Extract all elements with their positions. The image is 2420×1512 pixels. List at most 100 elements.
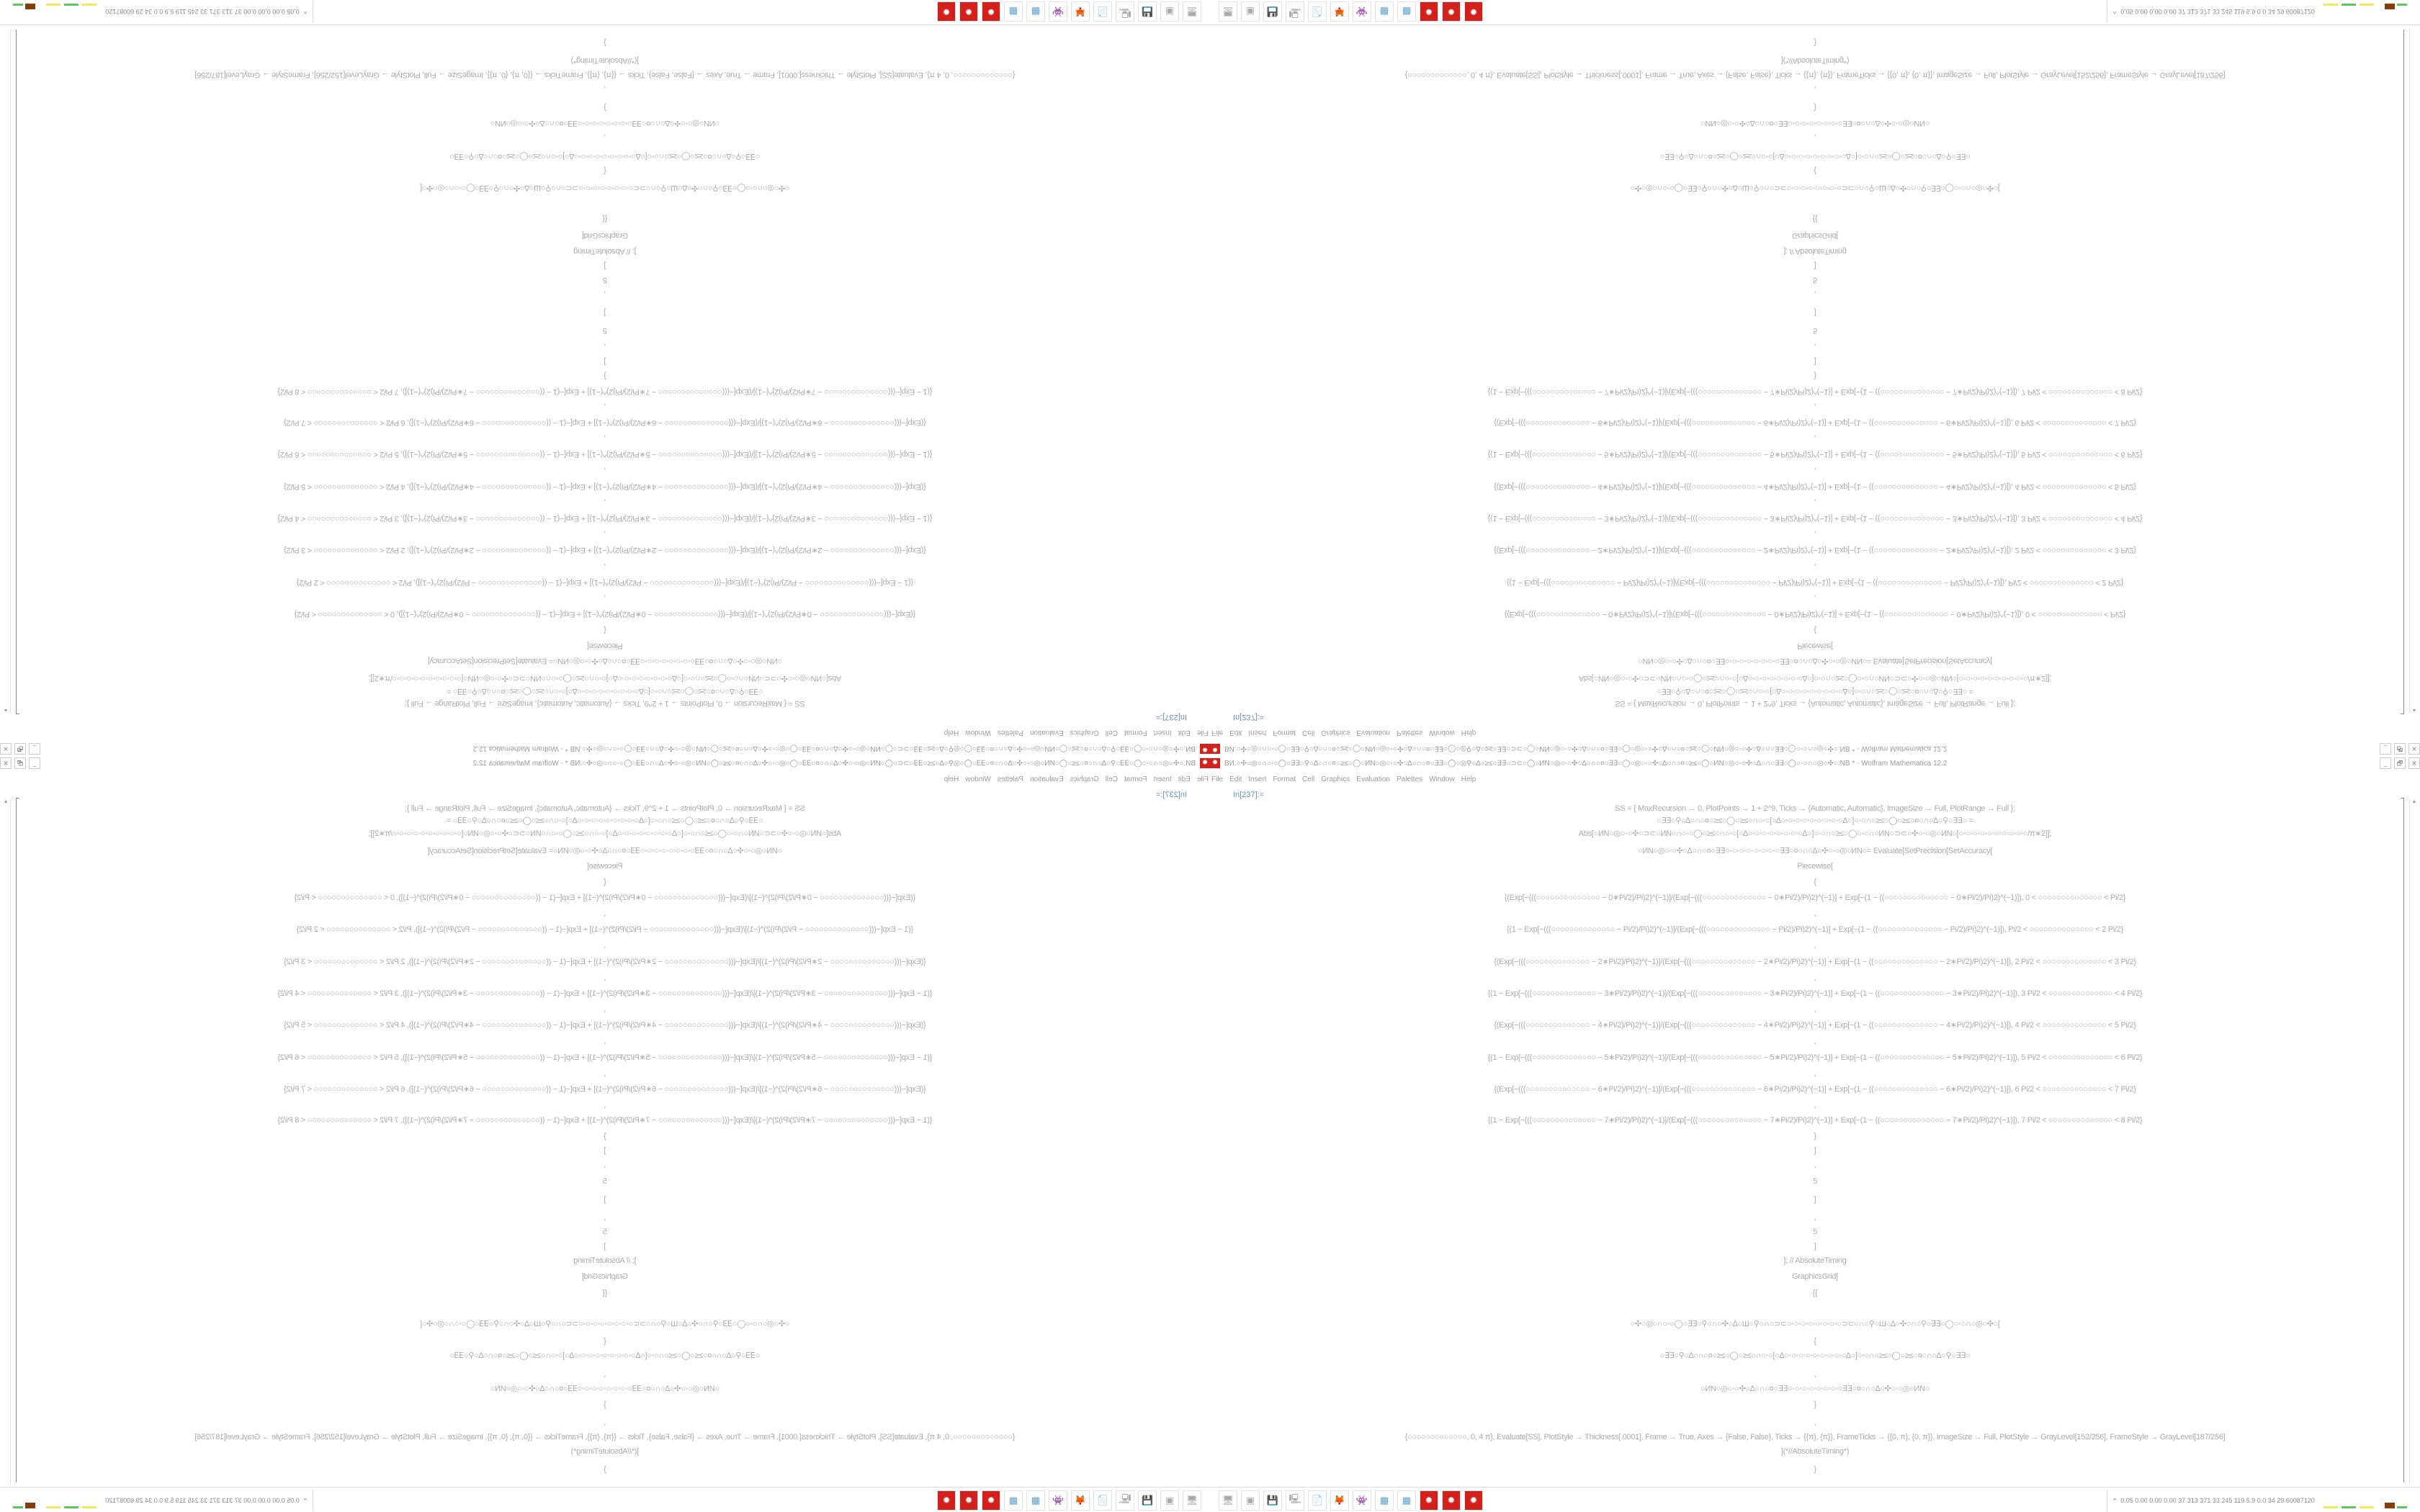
taskbar-mathematica-icon[interactable]: ✹ — [1420, 1490, 1438, 1511]
menu-window[interactable]: Window — [1429, 775, 1455, 783]
menu-insert[interactable]: Insert — [1248, 775, 1267, 783]
taskbar-notepad-icon[interactable]: 📄 — [1093, 1490, 1112, 1511]
menu-insert[interactable]: Insert — [1153, 729, 1172, 737]
menu-format[interactable]: Format — [1124, 729, 1147, 737]
taskbar-calculator-icon[interactable]: ▦ — [1375, 1490, 1394, 1511]
menu-palettes[interactable]: Palettes — [1397, 729, 1423, 737]
close-button[interactable]: ✕ — [0, 743, 12, 755]
taskbar-purple-app-icon[interactable]: 👾 — [1353, 1490, 1371, 1511]
menu-evaluation[interactable]: Evaluation — [1030, 729, 1064, 737]
menu-insert[interactable]: Insert — [1248, 729, 1267, 737]
taskbar-purple-app-icon[interactable]: 👾 — [1353, 1, 1371, 22]
taskbar-calculator-icon[interactable]: ▦ — [1004, 1, 1023, 22]
taskbar-floppy-disk-icon[interactable]: 💾 — [1263, 1, 1282, 22]
taskbar-notepad-icon[interactable]: 📄 — [1308, 1490, 1327, 1511]
taskbar-firefox-icon[interactable]: 🦊 — [1330, 1490, 1349, 1511]
taskbar-network-monitor-icon[interactable]: 🖥 — [1183, 1490, 1201, 1511]
menu-file[interactable]: File — [1196, 729, 1209, 737]
taskbar-calculator-icon[interactable]: ▦ — [1026, 1, 1045, 22]
taskbar-notepad-icon[interactable]: 📄 — [1093, 1, 1112, 22]
vertical-scrollbar[interactable]: ▲ — [2409, 29, 2419, 713]
taskbar-network-monitor-icon[interactable]: 🖥 — [1183, 1, 1201, 22]
menu-format[interactable]: Format — [1124, 775, 1147, 783]
taskbar-firefox-icon[interactable]: 🦊 — [1330, 1, 1349, 22]
menu-help[interactable]: Help — [944, 775, 959, 783]
taskbar-terminal-icon[interactable]: ▣ — [1241, 1, 1260, 22]
taskbar-notepad-icon[interactable]: 📄 — [1308, 1, 1327, 22]
chevron-up-icon[interactable]: ^ — [2113, 1497, 2117, 1504]
taskbar-mathematica-icon[interactable]: ✹ — [1464, 1, 1483, 22]
taskbar-mathematica-icon[interactable]: ✹ — [982, 1, 1000, 22]
scroll-up-icon[interactable]: ▲ — [3, 708, 9, 713]
menu-format[interactable]: Format — [1273, 729, 1296, 737]
taskbar-remote-desktop-icon[interactable]: 🖳 — [1286, 1490, 1304, 1511]
menu-window[interactable]: Window — [965, 729, 991, 737]
menu-help[interactable]: Help — [1461, 775, 1476, 783]
restore-button[interactable]: 🗗 — [14, 743, 26, 755]
taskbar-mathematica-icon[interactable]: ✹ — [1464, 1490, 1483, 1511]
menu-cell[interactable]: Cell — [1105, 775, 1118, 783]
minimize-button[interactable]: _ — [29, 757, 40, 769]
menu-graphics[interactable]: Graphics — [1070, 729, 1099, 737]
minimize-button[interactable]: _ — [29, 743, 40, 755]
close-button[interactable]: ✕ — [0, 757, 12, 769]
menu-palettes[interactable]: Palettes — [997, 729, 1023, 737]
menu-graphics[interactable]: Graphics — [1321, 729, 1350, 737]
menu-edit[interactable]: Edit — [1229, 729, 1242, 737]
vertical-scrollbar[interactable]: ▲ — [1, 29, 11, 713]
taskbar-floppy-disk-icon[interactable]: 💾 — [1138, 1490, 1157, 1511]
menu-help[interactable]: Help — [1461, 729, 1476, 737]
taskbar-network-monitor-icon[interactable]: 🖥 — [1219, 1, 1237, 22]
menu-evaluation[interactable]: Evaluation — [1356, 729, 1390, 737]
taskbar-mathematica-icon[interactable]: ✹ — [1442, 1, 1461, 22]
taskbar-mathematica-icon[interactable]: ✹ — [959, 1490, 978, 1511]
taskbar-floppy-disk-icon[interactable]: 💾 — [1138, 1, 1157, 22]
taskbar-mathematica-icon[interactable]: ✹ — [1442, 1490, 1461, 1511]
taskbar-calculator-icon[interactable]: ▦ — [1397, 1490, 1416, 1511]
menu-cell[interactable]: Cell — [1105, 729, 1118, 737]
taskbar-remote-desktop-icon[interactable]: 🖳 — [1116, 1490, 1134, 1511]
menu-palettes[interactable]: Palettes — [997, 775, 1023, 783]
taskbar-remote-desktop-icon[interactable]: 🖳 — [1116, 1, 1134, 22]
cell-bracket[interactable] — [16, 798, 19, 1482]
menu-cell[interactable]: Cell — [1302, 775, 1315, 783]
close-button[interactable]: ✕ — [2408, 743, 2420, 755]
menu-edit[interactable]: Edit — [1178, 775, 1191, 783]
vertical-scrollbar[interactable]: ▲ — [1, 799, 11, 1483]
taskbar-mathematica-icon[interactable]: ✹ — [937, 1, 956, 22]
menu-evaluation[interactable]: Evaluation — [1356, 775, 1390, 783]
menu-file[interactable]: File — [1196, 775, 1209, 783]
menu-window[interactable]: Window — [1429, 729, 1455, 737]
taskbar-mathematica-icon[interactable]: ✹ — [1420, 1, 1438, 22]
taskbar-mathematica-icon[interactable]: ✹ — [982, 1490, 1000, 1511]
taskbar-firefox-icon[interactable]: 🦊 — [1071, 1, 1090, 22]
taskbar-terminal-icon[interactable]: ▣ — [1241, 1490, 1260, 1511]
taskbar-calculator-icon[interactable]: ▦ — [1004, 1490, 1023, 1511]
taskbar-firefox-icon[interactable]: 🦊 — [1071, 1490, 1090, 1511]
menu-file[interactable]: File — [1211, 775, 1224, 783]
scroll-up-icon[interactable]: ▲ — [2411, 799, 2417, 804]
taskbar-mathematica-icon[interactable]: ✹ — [937, 1490, 956, 1511]
taskbar-calculator-icon[interactable]: ▦ — [1397, 1, 1416, 22]
menu-cell[interactable]: Cell — [1302, 729, 1315, 737]
taskbar-purple-app-icon[interactable]: 👾 — [1049, 1, 1067, 22]
chevron-up-icon[interactable]: ^ — [303, 1497, 307, 1504]
taskbar-calculator-icon[interactable]: ▦ — [1375, 1, 1394, 22]
taskbar-mathematica-icon[interactable]: ✹ — [959, 1, 978, 22]
menu-graphics[interactable]: Graphics — [1070, 775, 1099, 783]
cell-bracket[interactable] — [16, 30, 19, 714]
scroll-up-icon[interactable]: ▲ — [3, 799, 9, 804]
menu-evaluation[interactable]: Evaluation — [1030, 775, 1064, 783]
restore-button[interactable]: 🗗 — [2394, 743, 2406, 755]
minimize-button[interactable]: _ — [2380, 743, 2391, 755]
taskbar-network-monitor-icon[interactable]: 🖥 — [1219, 1490, 1237, 1511]
menu-insert[interactable]: Insert — [1153, 775, 1172, 783]
taskbar-floppy-disk-icon[interactable]: 💾 — [1263, 1490, 1282, 1511]
menu-palettes[interactable]: Palettes — [1397, 775, 1423, 783]
taskbar-remote-desktop-icon[interactable]: 🖳 — [1286, 1, 1304, 22]
menu-file[interactable]: File — [1211, 729, 1224, 737]
menu-format[interactable]: Format — [1273, 775, 1296, 783]
cell-bracket[interactable] — [2401, 798, 2404, 1482]
chevron-up-icon[interactable]: ^ — [2113, 8, 2117, 15]
menu-edit[interactable]: Edit — [1178, 729, 1191, 737]
